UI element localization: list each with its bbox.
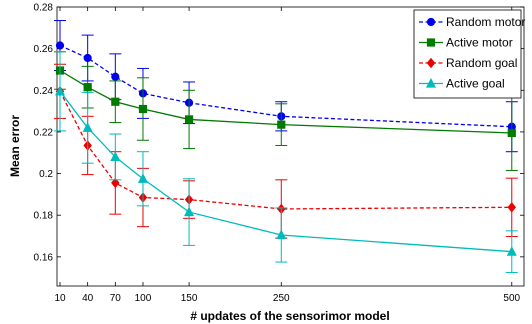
legend: Random motor Active motor Random goal Activ… xyxy=(413,9,525,99)
data-point xyxy=(110,151,121,162)
y-tick-label: 0.2 xyxy=(39,169,53,180)
legend-marker xyxy=(426,57,436,69)
data-point xyxy=(111,177,120,189)
data-point xyxy=(83,83,92,92)
y-tick-label: 0.24 xyxy=(34,86,54,97)
legend-label: Random goal xyxy=(446,56,517,70)
x-tick-label: 70 xyxy=(110,293,122,304)
y-axis-ticks: 0.16 0.18 0.2 0.22 0.24 0.26 0.28 xyxy=(34,3,524,263)
data-point xyxy=(184,115,194,124)
legend-label: Random motor xyxy=(446,15,525,29)
data-point xyxy=(111,72,120,81)
y-axis-label: Mean error xyxy=(8,115,22,177)
legend-marker xyxy=(425,78,437,88)
x-tick-label: 10 xyxy=(54,293,66,304)
legend-marker xyxy=(426,38,436,47)
series-layer xyxy=(54,20,518,273)
y-tick-label: 0.18 xyxy=(34,211,54,222)
x-tick-label: 40 xyxy=(82,293,94,304)
x-tick-label: 250 xyxy=(273,293,290,304)
data-point xyxy=(111,97,120,106)
data-point xyxy=(54,85,66,96)
legend-items: Random motor Active motor Random goal Activ… xyxy=(419,15,525,91)
series-active-motor xyxy=(54,51,518,171)
series-active-goal xyxy=(54,51,518,273)
data-point xyxy=(138,104,148,114)
legend-label: Active motor xyxy=(446,36,513,50)
legend-label: Active goal xyxy=(446,77,505,91)
data-point xyxy=(137,173,149,183)
data-point xyxy=(507,202,517,213)
x-axis-ticks: 10 40 70 100 150 250 500 xyxy=(54,7,521,304)
data-point xyxy=(507,128,516,138)
data-point xyxy=(277,120,286,129)
data-point xyxy=(82,122,93,132)
data-point xyxy=(83,53,92,63)
x-tick-label: 100 xyxy=(135,293,152,304)
y-tick-label: 0.16 xyxy=(34,252,54,263)
y-tick-label: 0.26 xyxy=(34,44,54,55)
data-point xyxy=(184,206,195,217)
x-tick-label: 150 xyxy=(181,293,198,304)
x-tick-label: 500 xyxy=(503,293,520,304)
data-point xyxy=(506,246,517,256)
data-point xyxy=(55,41,65,50)
x-axis-label: # updates of the sensorimor model xyxy=(190,309,389,323)
y-tick-label: 0.28 xyxy=(34,3,54,14)
y-tick-label: 0.22 xyxy=(34,127,54,138)
data-point xyxy=(276,229,287,240)
legend-marker xyxy=(426,17,436,27)
